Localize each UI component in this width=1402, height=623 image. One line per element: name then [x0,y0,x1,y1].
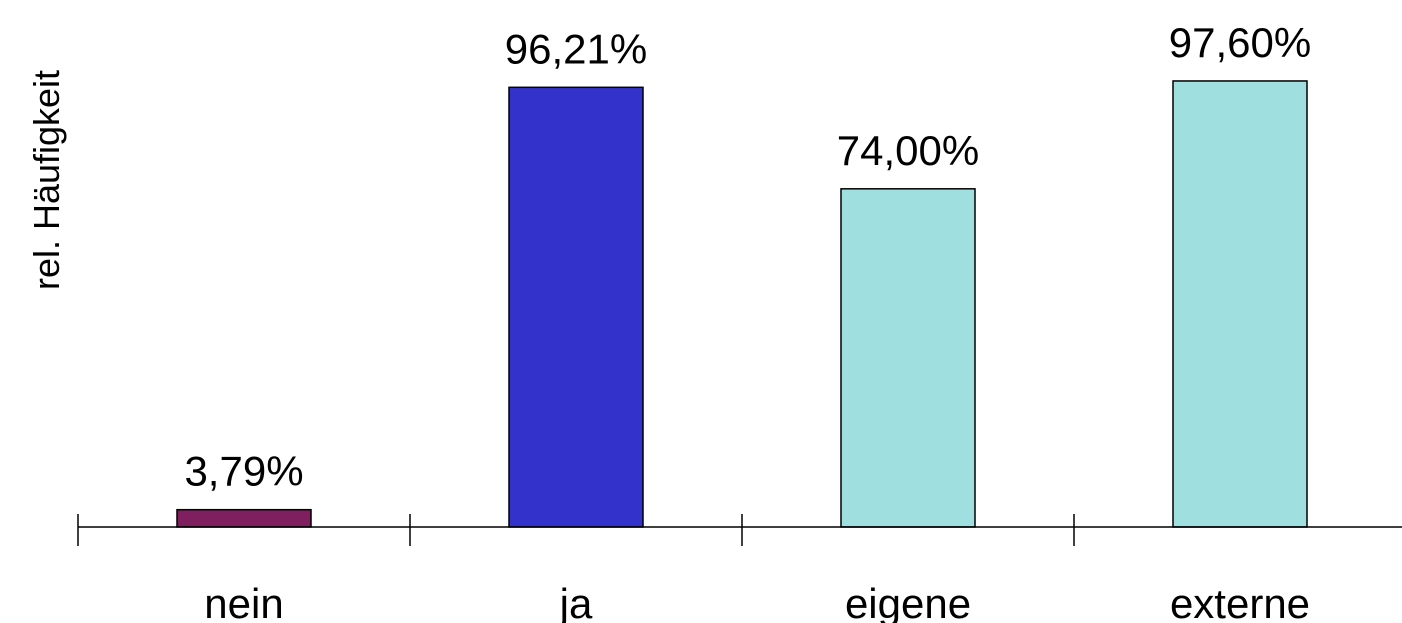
bars-group [176,80,1308,528]
tick-label-nein: nein [204,580,283,623]
bar-ja [508,86,644,528]
data-label-nein: 3,79% [184,448,303,495]
data-label-eigene: 74,00% [837,127,979,174]
data-label-externe: 97,60% [1169,19,1311,66]
bar-externe [1172,80,1308,528]
tick-label-externe: externe [1170,580,1310,623]
tick-label-eigene: eigene [845,580,971,623]
bar-eigene [840,188,976,528]
data-label-ja: 96,21% [505,25,647,72]
x-axis [77,514,1402,546]
tick-label-ja: ja [558,580,593,623]
y-axis-label: rel. Häufigkeit [26,70,67,290]
bar-nein [176,508,312,528]
labels-group: 3,79% nein 96,21% ja 74,00% eigene 97,60% exter… [184,19,1311,623]
